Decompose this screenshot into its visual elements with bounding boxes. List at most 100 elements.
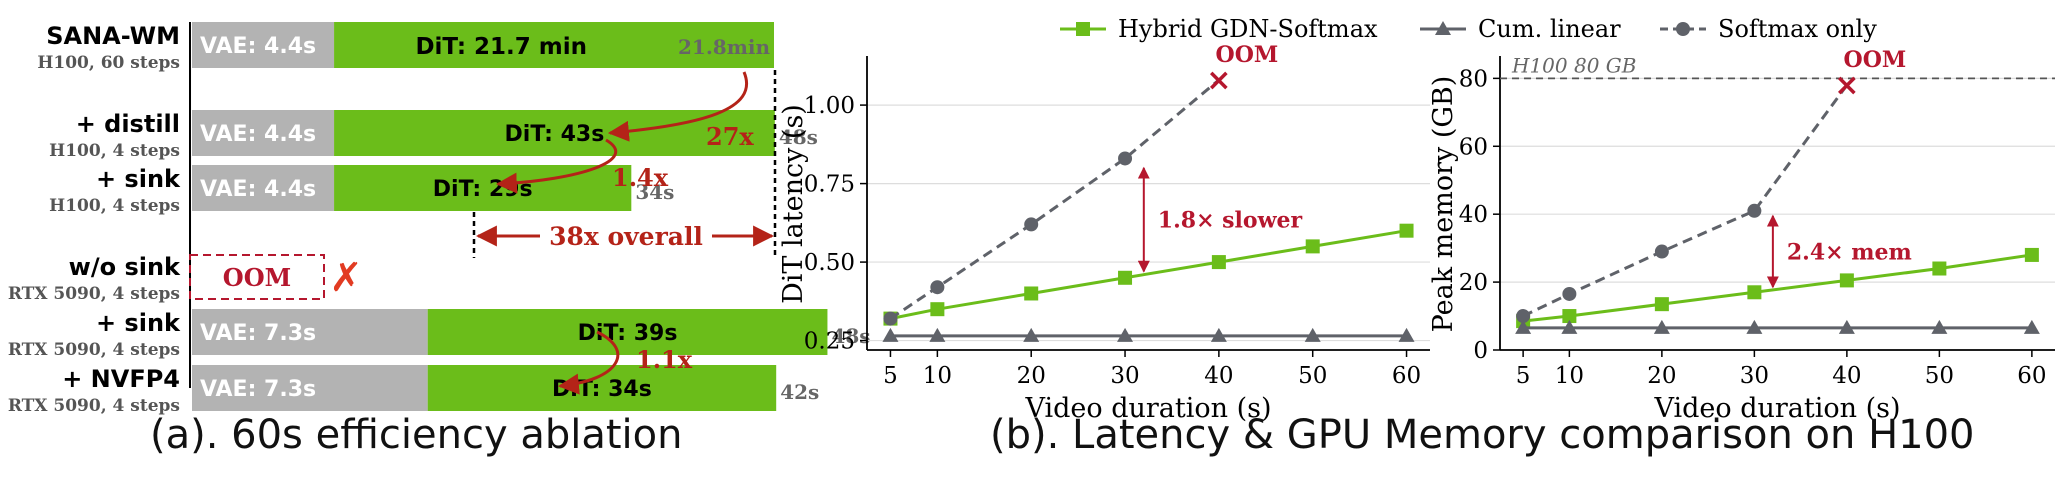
series xyxy=(1516,247,2039,329)
speedup-label-2: 1.4x xyxy=(612,163,669,192)
row-sublabel: H100, 4 steps xyxy=(49,141,180,161)
row-sublabel: H100, 4 steps xyxy=(49,196,180,216)
efficiency-ablation-chart: SANA-WM H100, 60 steps VAE: 4.4s DiT: 21.7 … xyxy=(8,22,871,416)
point-marker xyxy=(1838,319,1855,334)
vae-bar xyxy=(192,309,428,355)
series-line xyxy=(890,229,1407,321)
legend-item: Cum. linear xyxy=(1420,15,1621,43)
row-sublabel: H100, 60 steps xyxy=(37,53,180,73)
legend-label: Cum. linear xyxy=(1478,15,1621,43)
point-marker xyxy=(1839,273,1854,288)
caption-a: (a). 60s efficiency ablation xyxy=(150,412,683,458)
point-marker xyxy=(1023,327,1040,342)
point-marker xyxy=(1746,319,1763,334)
point-marker xyxy=(1210,327,1227,342)
row-label: + distill xyxy=(76,110,180,138)
dit-label: DiT: 21.7 min xyxy=(415,34,587,60)
vae-bar xyxy=(192,165,335,211)
point-marker xyxy=(1398,327,1415,342)
y-tick-label: 0.50 xyxy=(804,250,855,276)
vae-label: VAE: 4.4s xyxy=(200,122,316,147)
y-tick-label: 60 xyxy=(1459,134,1488,160)
series xyxy=(1515,319,2040,334)
series-line xyxy=(1522,253,2033,323)
point-marker xyxy=(2023,319,2040,334)
x-tick-label: 60 xyxy=(1392,363,1421,389)
series: ×OOM xyxy=(883,42,1278,326)
caption-b: (b). Latency & GPU Memory comparison on … xyxy=(990,412,1975,458)
x-axis-label: Video duration (s) xyxy=(1653,393,1900,424)
oom-label: OOM xyxy=(223,263,291,292)
point-marker xyxy=(1932,261,1947,276)
dit-label: DiT: 39s xyxy=(578,321,678,346)
x-tick-label: 5 xyxy=(883,363,898,389)
x-tick-label: 20 xyxy=(1017,363,1046,389)
point-marker xyxy=(1654,297,1669,312)
latency-chart: 0.25 0.50 0.75 1.00 5 10 20 30 40 50 60 Video durat… xyxy=(778,42,1430,424)
total-label: 48s xyxy=(831,324,870,348)
legend-item: Softmax only xyxy=(1660,15,1877,43)
point-marker xyxy=(1117,327,1134,342)
vae-label: VAE: 7.3s xyxy=(200,321,316,346)
y-tick-label: 80 xyxy=(1459,66,1488,92)
point-marker xyxy=(1931,319,1948,334)
x-tick-label: 40 xyxy=(1832,363,1861,389)
legend-label: Hybrid GDN-Softmax xyxy=(1118,15,1378,43)
point-marker xyxy=(1024,286,1039,301)
x-tick-label: 10 xyxy=(1555,363,1584,389)
bar-row: + sink H100, 4 steps VAE: 4.4s DiT: 29s 34s xyxy=(49,165,674,216)
point-marker xyxy=(1118,270,1133,285)
memory-chart: 0 20 40 60 80 5 10 20 30 40 50 60 Video duration (s)… xyxy=(1428,47,2055,424)
dit-label: DiT: 43s xyxy=(505,122,605,147)
point-marker xyxy=(1747,285,1762,300)
series-line xyxy=(1522,84,1849,318)
legend-item: Hybrid GDN-Softmax xyxy=(1060,15,1378,43)
overall-label: 38x overall xyxy=(549,222,703,251)
comparison-label: 2.4× mem xyxy=(1787,240,1912,266)
bar-row: w/o sink RTX 5090, 4 steps OOM ✗ xyxy=(8,253,363,304)
y-tick-label: 0.75 xyxy=(804,172,855,198)
bar-row: SANA-WM H100, 60 steps VAE: 4.4s DiT: 21.7 … xyxy=(37,22,774,73)
point-marker xyxy=(929,327,946,342)
row-sublabel: RTX 5090, 4 steps xyxy=(8,284,180,304)
dit-bar xyxy=(334,22,774,68)
point-marker xyxy=(1561,319,1578,334)
x-tick-label: 10 xyxy=(923,363,952,389)
y-axis-label: DiT latency (s) xyxy=(778,104,809,304)
bar-row: + NVFP4 RTX 5090, 4 steps VAE: 7.3s DiT: 34… xyxy=(8,365,819,416)
point-marker xyxy=(1562,309,1577,324)
row-sublabel: RTX 5090, 4 steps xyxy=(8,340,180,360)
comparison-label: 1.8× slower xyxy=(1158,208,1303,234)
bar-row: + sink RTX 5090, 4 steps VAE: 7.3s DiT: 39s… xyxy=(8,309,871,360)
vae-bar xyxy=(192,110,335,156)
row-label: w/o sink xyxy=(69,253,181,281)
series xyxy=(882,327,1415,342)
row-label: + sink xyxy=(96,309,181,337)
row-label: + sink xyxy=(96,165,181,193)
point-marker xyxy=(1515,319,1532,334)
point-marker xyxy=(1304,327,1321,342)
speedup-arrow-2 xyxy=(495,138,618,194)
dit-label: DiT: 29s xyxy=(433,177,533,202)
point-marker xyxy=(2024,247,2039,262)
speedup-label-3: 1.1x xyxy=(636,345,693,374)
point-marker xyxy=(1024,217,1039,232)
oom-box xyxy=(189,254,325,300)
speedup-label-1: 27x xyxy=(706,122,754,151)
oom-x-mark: ✗ xyxy=(329,255,363,301)
point-marker xyxy=(1399,223,1414,238)
x-tick-label: 20 xyxy=(1647,363,1676,389)
y-tick-label: 0.25 xyxy=(804,329,855,355)
point-marker xyxy=(1118,151,1133,166)
point-marker xyxy=(1654,244,1669,259)
total-label: 48s xyxy=(779,125,818,149)
y-tick-label: 0 xyxy=(1473,338,1488,364)
capacity-label: H100 80 GB xyxy=(1511,53,1636,77)
y-tick-label: 1.00 xyxy=(804,93,855,119)
oom-x-mark: × xyxy=(1206,63,1231,98)
vae-bar xyxy=(192,365,428,411)
total-label: 42s xyxy=(780,380,819,404)
point-marker xyxy=(1676,22,1690,36)
x-axis-label: Video duration (s) xyxy=(1024,393,1271,424)
